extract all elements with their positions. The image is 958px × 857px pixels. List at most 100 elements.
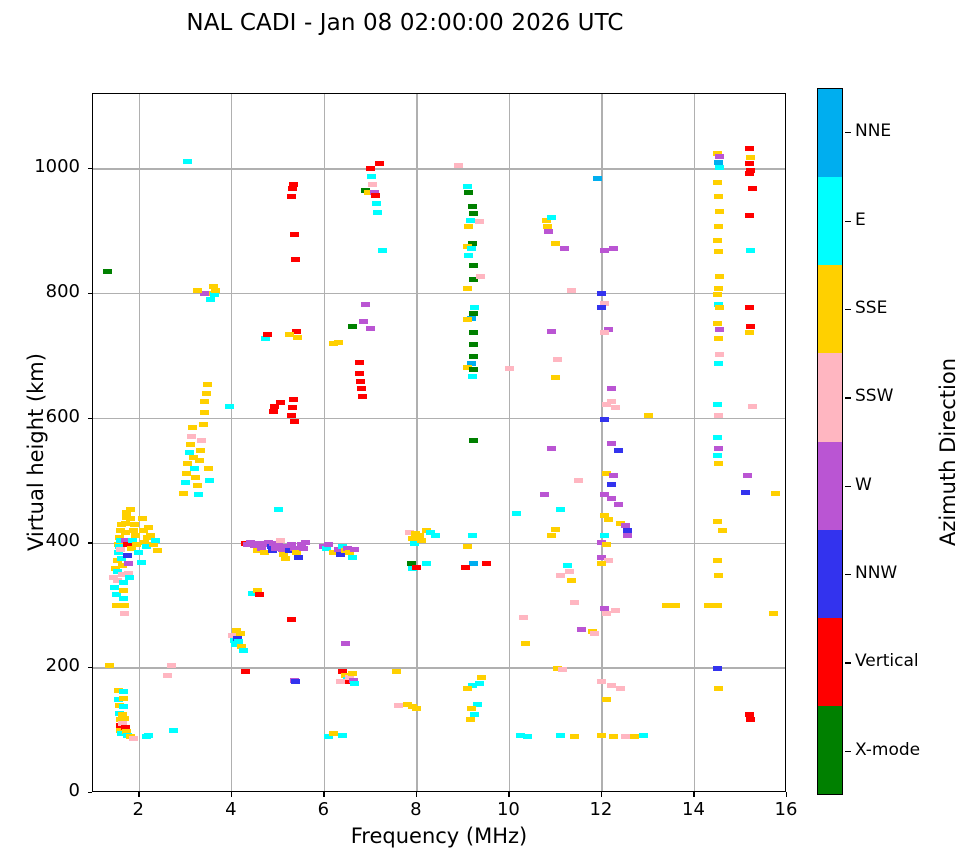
- gridline-horizontal: [93, 168, 785, 170]
- echo-point: [546, 215, 556, 221]
- echo-point: [746, 716, 756, 722]
- echo-point: [715, 165, 725, 171]
- colorbar-segment-x-mode[interactable]: [818, 705, 842, 794]
- echo-point: [713, 558, 723, 564]
- colorbar-segment-sse[interactable]: [818, 265, 842, 354]
- echo-point: [118, 572, 128, 578]
- echo-point: [602, 402, 612, 408]
- echo-point: [768, 610, 778, 616]
- echo-point: [671, 603, 681, 609]
- echo-point: [119, 695, 129, 701]
- y-tick-label: 200: [45, 655, 80, 677]
- echo-point: [606, 683, 616, 689]
- echo-point: [228, 633, 238, 639]
- echo-point: [128, 537, 138, 543]
- echo-point: [714, 460, 724, 466]
- echo-point: [541, 217, 551, 223]
- echo-point: [745, 712, 755, 718]
- plot-area[interactable]: [92, 93, 786, 792]
- echo-point: [713, 665, 723, 671]
- y-tick: [87, 667, 92, 669]
- echo-point: [597, 291, 607, 297]
- colorbar-tick: [845, 574, 851, 576]
- echo-point: [565, 568, 575, 574]
- gridline-vertical: [231, 94, 233, 791]
- echo-point: [366, 166, 376, 172]
- echo-point: [426, 529, 436, 535]
- echo-point: [190, 465, 200, 471]
- echo-point: [468, 353, 478, 359]
- echo-point: [714, 160, 724, 166]
- echo-point: [338, 733, 348, 739]
- echo-point: [125, 515, 135, 521]
- echo-point: [153, 548, 163, 554]
- colorbar-segment-nne[interactable]: [818, 89, 842, 178]
- echo-point: [289, 181, 299, 187]
- colorbar-segment-nnw[interactable]: [818, 529, 842, 618]
- echo-point: [122, 509, 132, 515]
- echo-point: [713, 402, 723, 408]
- echo-point: [119, 610, 129, 616]
- echo-point: [117, 556, 127, 562]
- gridline-vertical: [138, 94, 140, 791]
- echo-point: [348, 678, 358, 684]
- echo-point: [746, 247, 756, 253]
- x-tick: [508, 792, 510, 797]
- gridline-vertical: [416, 94, 418, 791]
- echo-point: [463, 317, 473, 323]
- colorbar-segment-vertical[interactable]: [818, 617, 842, 706]
- echo-point: [255, 592, 265, 598]
- echo-point: [169, 728, 179, 734]
- echo-point: [288, 186, 298, 192]
- echo-point: [405, 529, 415, 535]
- echo-point: [463, 543, 473, 549]
- echo-point: [264, 539, 274, 545]
- y-tick: [87, 792, 92, 794]
- echo-point: [553, 356, 563, 362]
- colorbar[interactable]: [817, 88, 843, 795]
- echo-point: [124, 575, 134, 581]
- colorbar-label-w: W: [855, 474, 872, 495]
- colorbar-segment-e[interactable]: [818, 177, 842, 266]
- echo-point: [279, 552, 289, 558]
- echo-point: [466, 706, 476, 712]
- echo-point: [597, 560, 607, 566]
- colorbar-segment-ssw[interactable]: [818, 353, 842, 442]
- echo-point: [599, 533, 609, 539]
- echo-point: [466, 246, 476, 252]
- echo-point: [162, 673, 172, 679]
- echo-point: [460, 564, 470, 570]
- echo-point: [714, 248, 724, 254]
- echo-point: [713, 434, 723, 440]
- echo-point: [713, 603, 723, 609]
- echo-point: [714, 194, 724, 200]
- echo-point: [209, 292, 219, 298]
- echo-point: [116, 723, 126, 729]
- echo-point: [285, 331, 295, 337]
- echo-point: [263, 331, 273, 337]
- colorbar-segment-w[interactable]: [818, 441, 842, 530]
- echo-point: [116, 522, 126, 528]
- echo-point: [292, 328, 302, 334]
- echo-point: [606, 495, 616, 501]
- echo-point: [122, 542, 132, 548]
- echo-point: [289, 545, 299, 551]
- echo-point: [713, 321, 723, 327]
- echo-point: [289, 231, 299, 237]
- echo-point: [121, 520, 131, 526]
- echo-point: [299, 545, 308, 551]
- echo-point: [231, 641, 240, 647]
- echo-point: [347, 323, 357, 329]
- echo-point: [597, 679, 607, 685]
- echo-point: [148, 542, 158, 548]
- echo-point: [713, 238, 723, 244]
- y-tick: [87, 542, 92, 544]
- echo-point: [126, 506, 136, 512]
- echo-point: [275, 537, 285, 543]
- colorbar-tick: [845, 485, 851, 487]
- echo-point: [144, 525, 154, 531]
- echo-point: [349, 681, 359, 687]
- echo-point: [243, 542, 253, 548]
- echo-point: [278, 547, 288, 553]
- echo-point: [345, 550, 355, 556]
